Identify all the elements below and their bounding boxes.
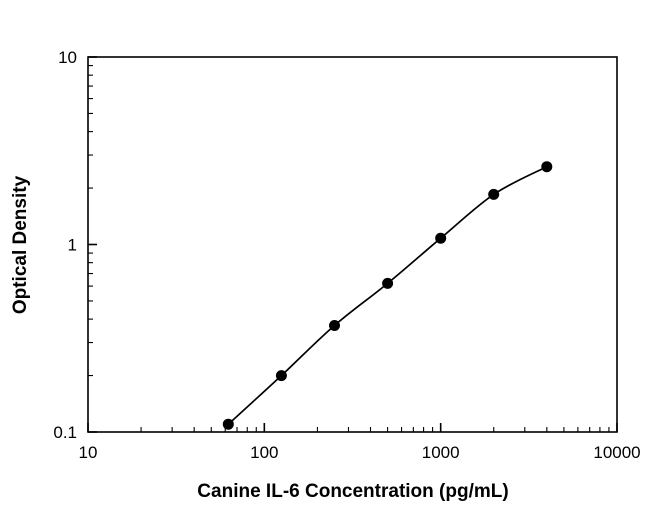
y-tick-label: 0.1 [53,423,77,442]
data-point [275,370,287,382]
x-axis: 10 100 1000 10000 [79,423,641,462]
fit-curve [227,165,548,425]
data-point [222,418,234,430]
y-tick-label: 1 [68,236,77,255]
y-tick-label: 10 [58,48,77,67]
data-point [541,161,553,173]
data-point [435,232,447,244]
data-point [382,277,394,289]
data-point [329,320,340,331]
plot-border [87,56,618,433]
data-points [222,161,553,430]
y-axis-title: Optical Density [10,175,31,315]
y-axis: 0.1 1 10 [53,48,97,442]
x-tick-label: 1000 [422,443,460,462]
x-tick-label: 10 [79,443,98,462]
x-tick-label: 10000 [593,443,640,462]
x-tick-label: 100 [250,443,278,462]
x-axis-title: Canine IL-6 Concentration (pg/mL) [197,481,509,502]
data-point [488,188,500,200]
